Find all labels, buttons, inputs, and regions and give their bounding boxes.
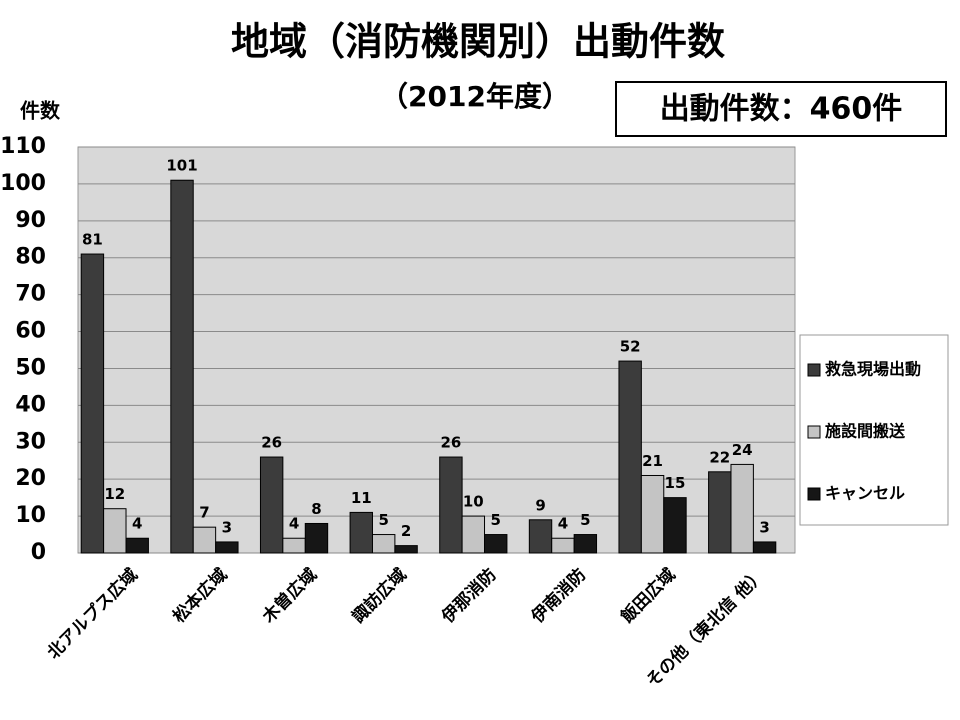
bar <box>640 474 665 554</box>
y-tick-label: 110 <box>0 134 46 159</box>
x-tick-label: 木曽広域 <box>257 564 321 628</box>
legend-swatch <box>807 425 821 439</box>
data-label: 3 <box>759 518 769 536</box>
data-label: 7 <box>199 504 209 522</box>
data-label: 26 <box>261 434 282 452</box>
x-tick-label: 松本広域 <box>169 564 232 627</box>
y-tick-label: 40 <box>15 392 46 417</box>
data-label: 26 <box>440 434 461 452</box>
bar <box>439 456 463 554</box>
data-label: 4 <box>558 515 568 533</box>
legend-box <box>799 334 949 526</box>
x-tick-label: 北アルプス広域 <box>43 564 142 663</box>
legend-swatch <box>807 487 821 501</box>
y-tick-label: 70 <box>15 282 46 307</box>
data-label: 21 <box>642 452 663 470</box>
bar <box>484 534 508 554</box>
bar <box>103 508 127 554</box>
annotation-box <box>615 81 947 137</box>
x-tick-label: 伊那消防 <box>437 564 501 628</box>
bar <box>461 515 486 554</box>
bar <box>371 534 396 554</box>
bar <box>215 541 239 554</box>
data-label: 10 <box>463 493 484 511</box>
bar <box>125 537 149 554</box>
data-label: 52 <box>620 338 641 356</box>
data-label: 5 <box>491 511 501 529</box>
data-label: 22 <box>709 448 730 466</box>
bar <box>394 545 418 554</box>
chart-subtitle: （2012年度） <box>380 80 570 113</box>
data-label: 4 <box>289 515 299 533</box>
bar <box>80 253 105 554</box>
data-label: 15 <box>665 474 686 492</box>
x-tick-label: 飯田広域 <box>616 564 680 628</box>
data-label: 5 <box>580 511 590 529</box>
data-label: 8 <box>311 500 321 518</box>
bar <box>663 497 687 554</box>
y-tick-label: 90 <box>15 208 46 233</box>
bar <box>730 463 754 554</box>
bar <box>618 360 642 554</box>
chart-title: 地域（消防機関別）出動件数 <box>231 20 725 64</box>
y-tick-label: 30 <box>15 429 46 454</box>
data-label: 12 <box>104 485 125 503</box>
data-label: 24 <box>732 441 753 459</box>
legend-swatch <box>807 363 821 377</box>
data-label: 2 <box>401 522 411 540</box>
legend-label: キャンセル <box>825 484 905 503</box>
bar <box>170 179 194 554</box>
y-axis-label: 件数 <box>20 99 61 123</box>
y-tick-label: 10 <box>15 503 46 528</box>
annotation: 出動件数：460件 <box>660 92 903 127</box>
y-tick-label: 0 <box>31 540 46 565</box>
bar <box>282 537 306 554</box>
data-label: 5 <box>378 511 388 529</box>
legend-label: 救急現場出動 <box>825 360 921 379</box>
bar <box>708 471 732 554</box>
y-tick-label: 80 <box>15 245 46 270</box>
bar <box>192 526 217 554</box>
data-label: 101 <box>166 157 197 175</box>
data-label: 4 <box>132 515 142 533</box>
y-tick-label: 50 <box>15 355 46 380</box>
bar <box>304 522 329 554</box>
bar <box>551 537 575 554</box>
y-tick-label: 60 <box>15 319 46 344</box>
y-tick-label: 20 <box>15 466 46 491</box>
x-tick-label: 伊南消防 <box>526 564 590 628</box>
data-label: 11 <box>351 489 372 507</box>
bar <box>573 534 598 554</box>
bar <box>349 511 373 554</box>
bar <box>752 541 777 554</box>
data-label: 3 <box>222 518 232 536</box>
x-tick-label: 諏訪広域 <box>348 564 411 627</box>
data-label: 9 <box>535 496 545 514</box>
plot-area <box>77 146 796 554</box>
data-label: 81 <box>82 231 103 249</box>
bar <box>259 456 284 554</box>
bar <box>528 519 553 554</box>
legend-label: 施設間搬送 <box>825 422 906 441</box>
y-tick-label: 100 <box>0 171 46 196</box>
